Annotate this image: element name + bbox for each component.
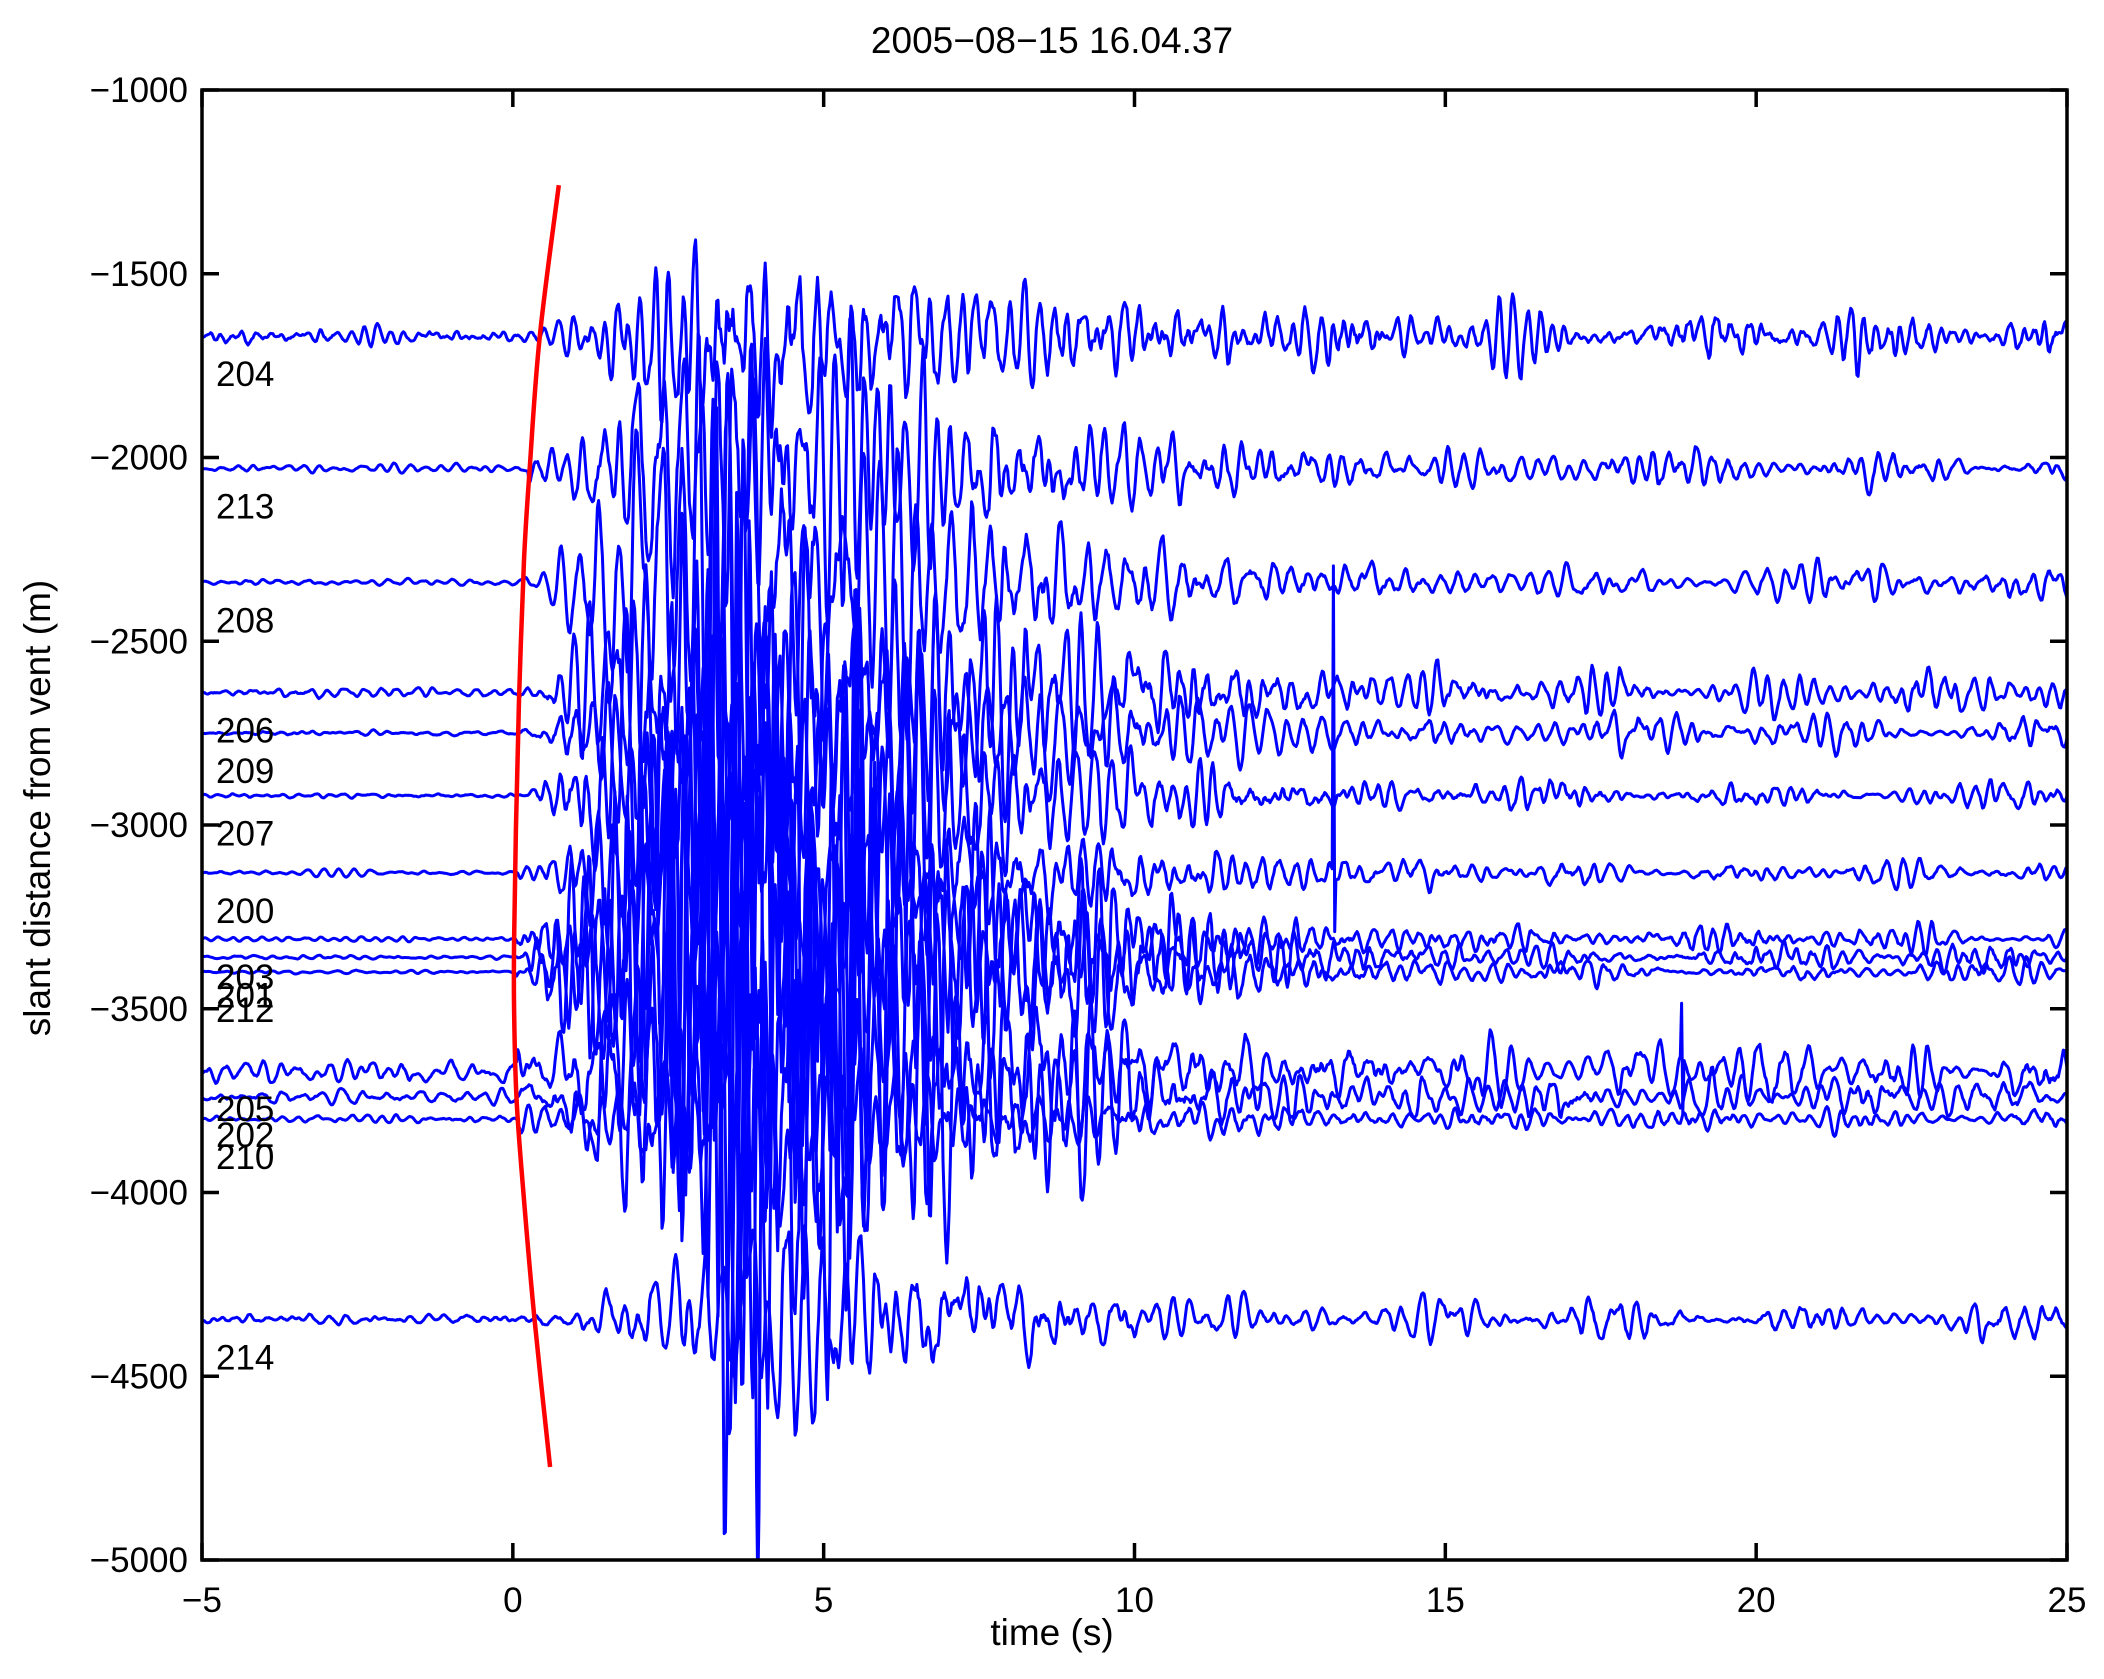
- station-label-204: 204: [216, 355, 274, 394]
- station-label-210: 210: [216, 1138, 274, 1177]
- x-tick-label-15: 15: [1426, 1581, 1465, 1620]
- x-tick-label-0: 0: [503, 1581, 522, 1620]
- x-tick-label-5: 5: [814, 1581, 833, 1620]
- x-tick-label-10: 10: [1115, 1581, 1154, 1620]
- y-axis-label: slant distance from vent (m): [17, 579, 58, 1037]
- x-tick-label-25: 25: [2048, 1581, 2087, 1620]
- trace-200: [202, 564, 2067, 1074]
- figure-title: 2005−08−15 16.04.37: [870, 20, 1234, 61]
- trace-202: [202, 839, 2067, 1436]
- y-tick-label--3500: −3500: [90, 990, 188, 1029]
- y-tick-label--2500: −2500: [90, 622, 188, 661]
- arrival-time-curve: [511, 184, 562, 1468]
- station-label-209: 209: [216, 752, 274, 791]
- station-label-202: 202: [216, 1116, 274, 1155]
- axes-box: [200, 88, 2069, 1562]
- station-label-200: 200: [216, 892, 274, 931]
- station-label-201: 201: [216, 976, 274, 1015]
- station-label-207: 207: [216, 815, 274, 854]
- x-axis-label: time (s): [990, 1612, 1114, 1653]
- y-tick-label--5000: −5000: [90, 1541, 188, 1580]
- x-tick-label-20: 20: [1737, 1581, 1776, 1620]
- trace-213: [202, 316, 2067, 626]
- station-label-213: 213: [216, 488, 274, 527]
- station-label-206: 206: [216, 712, 274, 751]
- x-tick-label--5: −5: [182, 1581, 222, 1620]
- trace-210: [202, 975, 2067, 1250]
- station-label-205: 205: [216, 1090, 274, 1129]
- trace-201: [202, 491, 2067, 1318]
- station-label-208: 208: [216, 601, 274, 640]
- trace-209: [202, 549, 2067, 893]
- y-tick-label--2000: −2000: [90, 439, 188, 478]
- station-label-203: 203: [216, 958, 274, 997]
- y-tick-label--3000: −3000: [90, 806, 188, 845]
- trace-208: [202, 332, 2067, 865]
- trace-214: [202, 1224, 2067, 1437]
- y-tick-label--4500: −4500: [90, 1357, 188, 1396]
- trace-205: [202, 801, 2067, 1405]
- trace-207: [202, 568, 2067, 957]
- y-tick-label--1500: −1500: [90, 255, 188, 294]
- trace-204: [202, 238, 2067, 439]
- traces-group: [202, 184, 2067, 1560]
- y-tick-label--1000: −1000: [90, 71, 188, 110]
- station-label-214: 214: [216, 1338, 274, 1377]
- y-tick-label--4000: −4000: [90, 1174, 188, 1213]
- station-label-212: 212: [216, 991, 274, 1030]
- trace-206: [202, 372, 2067, 975]
